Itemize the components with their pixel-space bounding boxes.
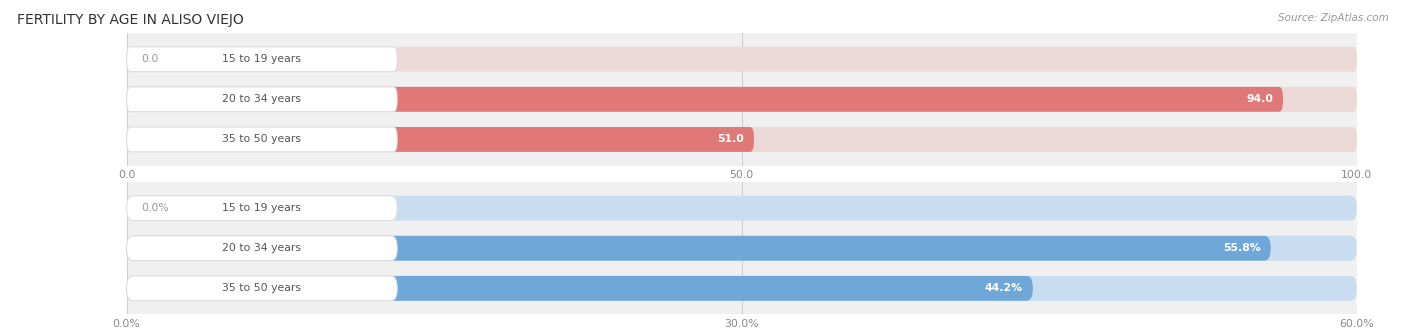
FancyBboxPatch shape bbox=[127, 236, 396, 261]
FancyBboxPatch shape bbox=[127, 127, 754, 152]
FancyBboxPatch shape bbox=[127, 87, 1282, 112]
FancyBboxPatch shape bbox=[127, 47, 1357, 71]
FancyBboxPatch shape bbox=[127, 196, 396, 220]
Text: 15 to 19 years: 15 to 19 years bbox=[222, 203, 301, 213]
Text: 44.2%: 44.2% bbox=[984, 283, 1024, 293]
Text: 94.0: 94.0 bbox=[1246, 94, 1274, 104]
Text: 20 to 34 years: 20 to 34 years bbox=[222, 243, 301, 253]
Text: 0.0%: 0.0% bbox=[141, 203, 169, 213]
FancyBboxPatch shape bbox=[127, 127, 398, 152]
Text: 20 to 34 years: 20 to 34 years bbox=[222, 94, 301, 104]
FancyBboxPatch shape bbox=[127, 276, 396, 301]
Text: Source: ZipAtlas.com: Source: ZipAtlas.com bbox=[1278, 13, 1389, 23]
Text: 35 to 50 years: 35 to 50 years bbox=[222, 283, 301, 293]
FancyBboxPatch shape bbox=[127, 276, 1357, 301]
Text: 0.0: 0.0 bbox=[141, 54, 159, 64]
FancyBboxPatch shape bbox=[127, 236, 1357, 261]
Text: 55.8%: 55.8% bbox=[1223, 243, 1261, 253]
FancyBboxPatch shape bbox=[127, 47, 398, 71]
Text: FERTILITY BY AGE IN ALISO VIEJO: FERTILITY BY AGE IN ALISO VIEJO bbox=[17, 13, 243, 27]
FancyBboxPatch shape bbox=[127, 87, 1357, 112]
FancyBboxPatch shape bbox=[127, 127, 1357, 152]
Text: 15 to 19 years: 15 to 19 years bbox=[222, 54, 301, 64]
FancyBboxPatch shape bbox=[127, 196, 1357, 220]
Text: 51.0: 51.0 bbox=[717, 134, 744, 144]
FancyBboxPatch shape bbox=[127, 236, 1271, 261]
FancyBboxPatch shape bbox=[127, 276, 1033, 301]
FancyBboxPatch shape bbox=[127, 87, 398, 112]
Text: 35 to 50 years: 35 to 50 years bbox=[222, 134, 301, 144]
